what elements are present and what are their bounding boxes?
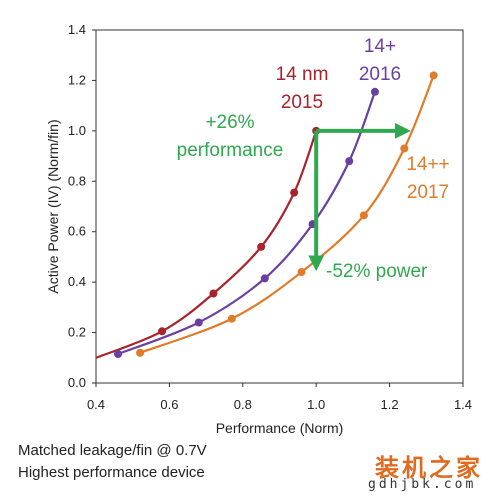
series-label-14-2017: 14++	[406, 154, 449, 175]
footnote-leakage: Matched leakage/fin @ 0.7V	[18, 442, 207, 459]
data-point-14-2017	[136, 348, 145, 357]
x-tick-label: 1.4	[454, 397, 472, 412]
y-tick-label: 0.6	[68, 224, 86, 239]
x-tick-label: 1.2	[381, 397, 399, 412]
x-tick-label: 0.6	[160, 397, 178, 412]
plot-frame	[95, 29, 464, 384]
performance-annotation: performance	[177, 140, 284, 161]
power-annotation: -52% power	[326, 261, 428, 282]
series-label-14-2017: 2017	[407, 182, 449, 203]
x-tick-label: 0.4	[87, 397, 105, 412]
data-point-14-nm-2015	[290, 188, 299, 197]
y-tick-label: 0.8	[68, 173, 86, 188]
data-point-14-2017	[429, 71, 438, 80]
data-point-14-2017	[359, 211, 368, 220]
series-label-14-nm-2015: 2015	[281, 92, 323, 113]
series-label-14-2016: 14+	[364, 36, 396, 57]
series-label-14-nm-2015: 14 nm	[276, 64, 329, 85]
series-line-14-nm-2015	[95, 130, 318, 359]
data-point-14-2016	[114, 350, 123, 359]
performance-annotation: +26%	[205, 112, 254, 133]
y-tick-label: 1.2	[68, 72, 86, 87]
data-point-14-2016	[345, 157, 354, 166]
x-tick-label: 1.0	[307, 397, 325, 412]
data-point-14-nm-2015	[209, 289, 218, 298]
x-tick-label: 0.8	[234, 397, 252, 412]
data-point-14-2016	[370, 87, 379, 96]
data-point-14-2016	[260, 274, 269, 283]
series-line-14-2016	[117, 91, 376, 356]
data-point-14-nm-2015	[158, 327, 167, 336]
watermark-url: gdhjbk.com	[368, 477, 477, 492]
watermark-logo-text: 装机之家	[375, 454, 483, 482]
series-line-14-2017	[139, 74, 435, 354]
footnote-device: Highest performance device	[18, 464, 205, 481]
y-tick-label: 1.0	[68, 123, 86, 138]
y-axis-title: Active Power (IV) (Norm/fin)	[45, 119, 61, 293]
data-point-14-2017	[297, 268, 306, 277]
data-point-14-2016	[194, 318, 203, 327]
y-tick-label: 0.4	[68, 274, 86, 289]
data-point-14-2017	[227, 314, 236, 323]
data-point-14-2017	[400, 144, 409, 153]
data-point-14-nm-2015	[257, 242, 266, 251]
x-axis-title: Performance (Norm)	[216, 420, 344, 436]
y-tick-label: 0.2	[68, 325, 86, 340]
series-label-14-2016: 2016	[359, 64, 401, 85]
y-tick-label: 0.0	[68, 375, 86, 390]
y-tick-label: 1.4	[68, 22, 86, 37]
